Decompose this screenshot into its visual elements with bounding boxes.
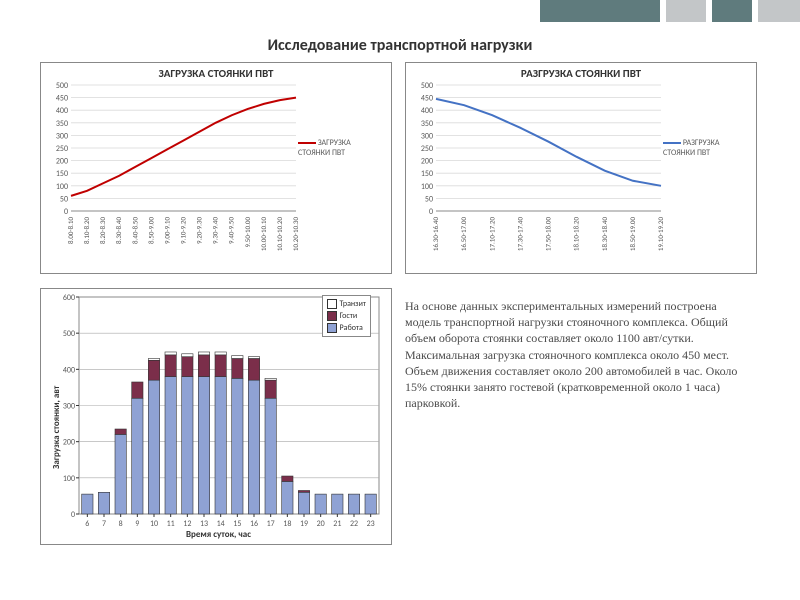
- svg-text:9: 9: [135, 519, 139, 529]
- slide-page: Исследование транспортной нагрузки ЗАГРУ…: [0, 0, 800, 600]
- svg-text:8.40-8.50: 8.40-8.50: [130, 217, 139, 244]
- svg-text:300: 300: [63, 402, 75, 412]
- svg-text:8.10-8.20: 8.10-8.20: [82, 217, 91, 244]
- chart2-legend-swatch: [663, 142, 681, 144]
- svg-text:200: 200: [421, 157, 433, 167]
- svg-text:16.50-17.00: 16.50-17.00: [459, 217, 468, 252]
- chart3-xlabel: Время суток, час: [186, 529, 251, 540]
- svg-text:10.20-10.30: 10.20-10.30: [291, 217, 300, 252]
- svg-text:600: 600: [63, 293, 75, 303]
- svg-text:17.50-18.00: 17.50-18.00: [544, 217, 553, 252]
- svg-text:9.20-9.30: 9.20-9.30: [195, 217, 204, 244]
- svg-text:17: 17: [267, 519, 275, 529]
- svg-text:0: 0: [71, 510, 75, 520]
- page-title: Исследование транспортной нагрузки: [0, 36, 800, 55]
- svg-text:8: 8: [119, 519, 123, 529]
- svg-text:9.50-10.00: 9.50-10.00: [243, 217, 252, 248]
- svg-text:400: 400: [63, 365, 75, 375]
- svg-text:350: 350: [56, 119, 68, 129]
- svg-text:17.30-17.40: 17.30-17.40: [515, 217, 524, 252]
- svg-text:150: 150: [421, 169, 433, 179]
- svg-text:10.00-10.10: 10.00-10.10: [259, 217, 268, 252]
- svg-text:12: 12: [183, 519, 191, 529]
- svg-text:0: 0: [64, 207, 68, 217]
- chart-panel-loading: ЗАГРУЗКА СТОЯНКИ ПВТ 0 50 100 150 200 250 300 3…: [40, 62, 392, 274]
- svg-text:8.00-8.10: 8.00-8.10: [66, 217, 75, 244]
- svg-text:400: 400: [421, 106, 433, 116]
- svg-text:500: 500: [56, 81, 68, 91]
- svg-text:8.50-9.00: 8.50-9.00: [146, 217, 155, 244]
- svg-text:18.50-19.00: 18.50-19.00: [628, 217, 637, 252]
- svg-text:250: 250: [56, 144, 68, 154]
- svg-text:14: 14: [217, 519, 225, 529]
- svg-text:18.30-18.40: 18.30-18.40: [600, 217, 609, 252]
- svg-text:300: 300: [421, 131, 433, 141]
- svg-text:450: 450: [421, 94, 433, 104]
- svg-text:16: 16: [250, 519, 258, 529]
- svg-text:10.10-10.20: 10.10-10.20: [275, 217, 284, 252]
- svg-text:19.10-19.20: 19.10-19.20: [656, 217, 665, 252]
- chart1-legend-label: ЗАГРУЗКА СТОЯНКИ ПВТ: [298, 138, 351, 158]
- chart3-legend-item: Работа: [327, 322, 366, 334]
- analysis-paragraph: На основе данных экспериментальных измер…: [405, 298, 755, 411]
- svg-text:21: 21: [333, 519, 341, 529]
- svg-text:50: 50: [60, 194, 68, 204]
- svg-text:11: 11: [167, 519, 175, 529]
- svg-text:9.00-9.10: 9.00-9.10: [162, 217, 171, 244]
- svg-text:23: 23: [367, 519, 375, 529]
- chart1-title: ЗАГРУЗКА СТОЯНКИ ПВТ: [41, 67, 391, 80]
- svg-text:16.30-16.40: 16.30-16.40: [431, 217, 440, 252]
- svg-text:18: 18: [283, 519, 291, 529]
- svg-text:6: 6: [85, 519, 89, 529]
- svg-text:9.30-9.40: 9.30-9.40: [211, 217, 220, 244]
- svg-text:19: 19: [300, 519, 308, 529]
- chart3-ylabel: Загрузка стоянки, авт: [51, 386, 62, 469]
- svg-text:15: 15: [233, 519, 241, 529]
- svg-text:9.10-9.20: 9.10-9.20: [179, 217, 188, 244]
- svg-text:8.30-8.40: 8.30-8.40: [114, 217, 123, 244]
- svg-text:200: 200: [63, 438, 75, 448]
- chart3-legend-item: Гости: [327, 310, 366, 322]
- svg-text:50: 50: [425, 194, 433, 204]
- chart2-title: РАЗГРУЗКА СТОЯНКИ ПВТ: [406, 67, 756, 80]
- svg-text:100: 100: [421, 182, 433, 192]
- chart2-plot: 0 50 100 150 200 250 300 350 400 450 500 16.30-16.4…: [406, 81, 756, 271]
- svg-text:500: 500: [63, 329, 75, 339]
- svg-text:400: 400: [56, 106, 68, 116]
- svg-text:20: 20: [317, 519, 325, 529]
- svg-text:18.10-18.20: 18.10-18.20: [572, 217, 581, 252]
- chart-panel-daily-profile: 0 100 200 300 400 500 600 6 7 8 9 10 11 12 13 14 15 16 17 1…: [40, 288, 392, 545]
- svg-text:100: 100: [56, 182, 68, 192]
- svg-text:17.10-17.20: 17.10-17.20: [487, 217, 496, 252]
- svg-text:13: 13: [200, 519, 208, 529]
- svg-text:150: 150: [56, 169, 68, 179]
- chart1-legend-swatch: [298, 142, 316, 144]
- svg-text:250: 250: [421, 144, 433, 154]
- svg-text:100: 100: [63, 474, 75, 484]
- svg-text:9.40-9.50: 9.40-9.50: [227, 217, 236, 244]
- svg-text:0: 0: [429, 207, 433, 217]
- chart1-plot: 0 50 100 150 200 250 300 350 400 450 500 8.00-8.10 8…: [41, 81, 391, 271]
- svg-text:500: 500: [421, 81, 433, 91]
- chart2-legend-label: РАЗГРУЗКА СТОЯНКИ ПВТ: [663, 138, 719, 158]
- svg-text:300: 300: [56, 131, 68, 141]
- chart3-legend: ТранзитГостиРабота: [322, 295, 371, 337]
- svg-text:450: 450: [56, 94, 68, 104]
- chart-panel-unloading: РАЗГРУЗКА СТОЯНКИ ПВТ 0 50 100 150 200 250 300…: [405, 62, 757, 274]
- svg-text:200: 200: [56, 157, 68, 167]
- chart3-legend-item: Транзит: [327, 298, 366, 310]
- chart2-legend: РАЗГРУЗКА СТОЯНКИ ПВТ: [663, 138, 748, 158]
- chart1-legend: ЗАГРУЗКА СТОЯНКИ ПВТ: [298, 138, 383, 158]
- svg-text:350: 350: [421, 119, 433, 129]
- svg-text:7: 7: [102, 519, 106, 529]
- svg-text:22: 22: [350, 519, 358, 529]
- svg-text:10: 10: [150, 519, 158, 529]
- decor-stripes: [540, 0, 800, 22]
- svg-text:8.20-8.30: 8.20-8.30: [98, 217, 107, 244]
